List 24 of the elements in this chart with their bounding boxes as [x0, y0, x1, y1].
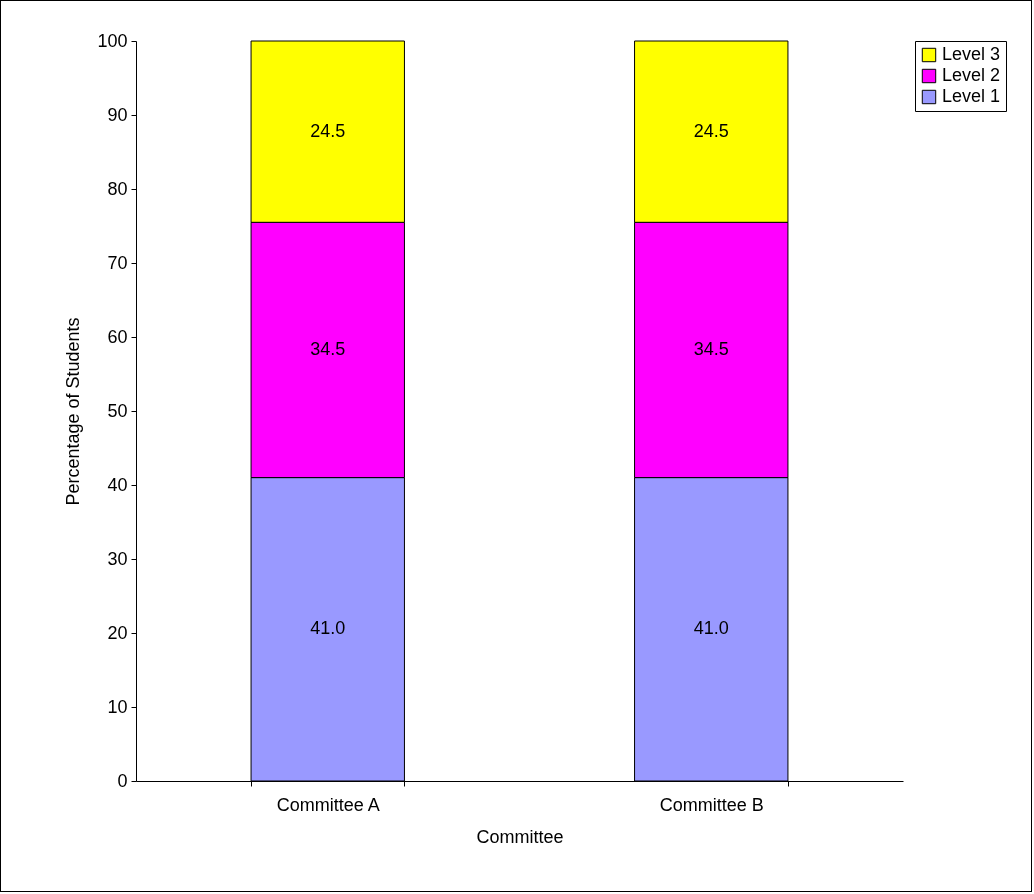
y-tick-label: 70	[107, 252, 128, 273]
data-label: 41.0	[310, 618, 346, 639]
data-label: 24.5	[693, 120, 729, 141]
y-tick-label: 40	[107, 474, 128, 495]
x-tick-label: Committee A	[276, 794, 380, 815]
legend-label: Level 2	[942, 65, 1001, 85]
y-axis-title: Percentage of Students	[63, 317, 84, 506]
y-tick-label: 20	[107, 622, 128, 643]
legend-label: Level 3	[942, 44, 1001, 64]
y-tick-label: 90	[107, 104, 128, 125]
x-axis-title: Committee	[476, 826, 564, 847]
y-tick-label: 50	[107, 400, 128, 421]
y-tick-label: 0	[117, 770, 128, 791]
y-tick-label: 80	[107, 178, 128, 199]
y-tick-label: 10	[107, 696, 128, 717]
data-label: 34.5	[310, 338, 346, 359]
data-label: 34.5	[693, 338, 729, 359]
data-label: 24.5	[310, 120, 346, 141]
y-tick-label: 60	[107, 326, 128, 347]
legend-label: Level 1	[942, 86, 1001, 106]
x-tick-label: Committee B	[659, 794, 764, 815]
y-tick-label: 100	[97, 30, 128, 51]
y-tick-label: 30	[107, 548, 128, 569]
data-label: 41.0	[693, 618, 729, 639]
